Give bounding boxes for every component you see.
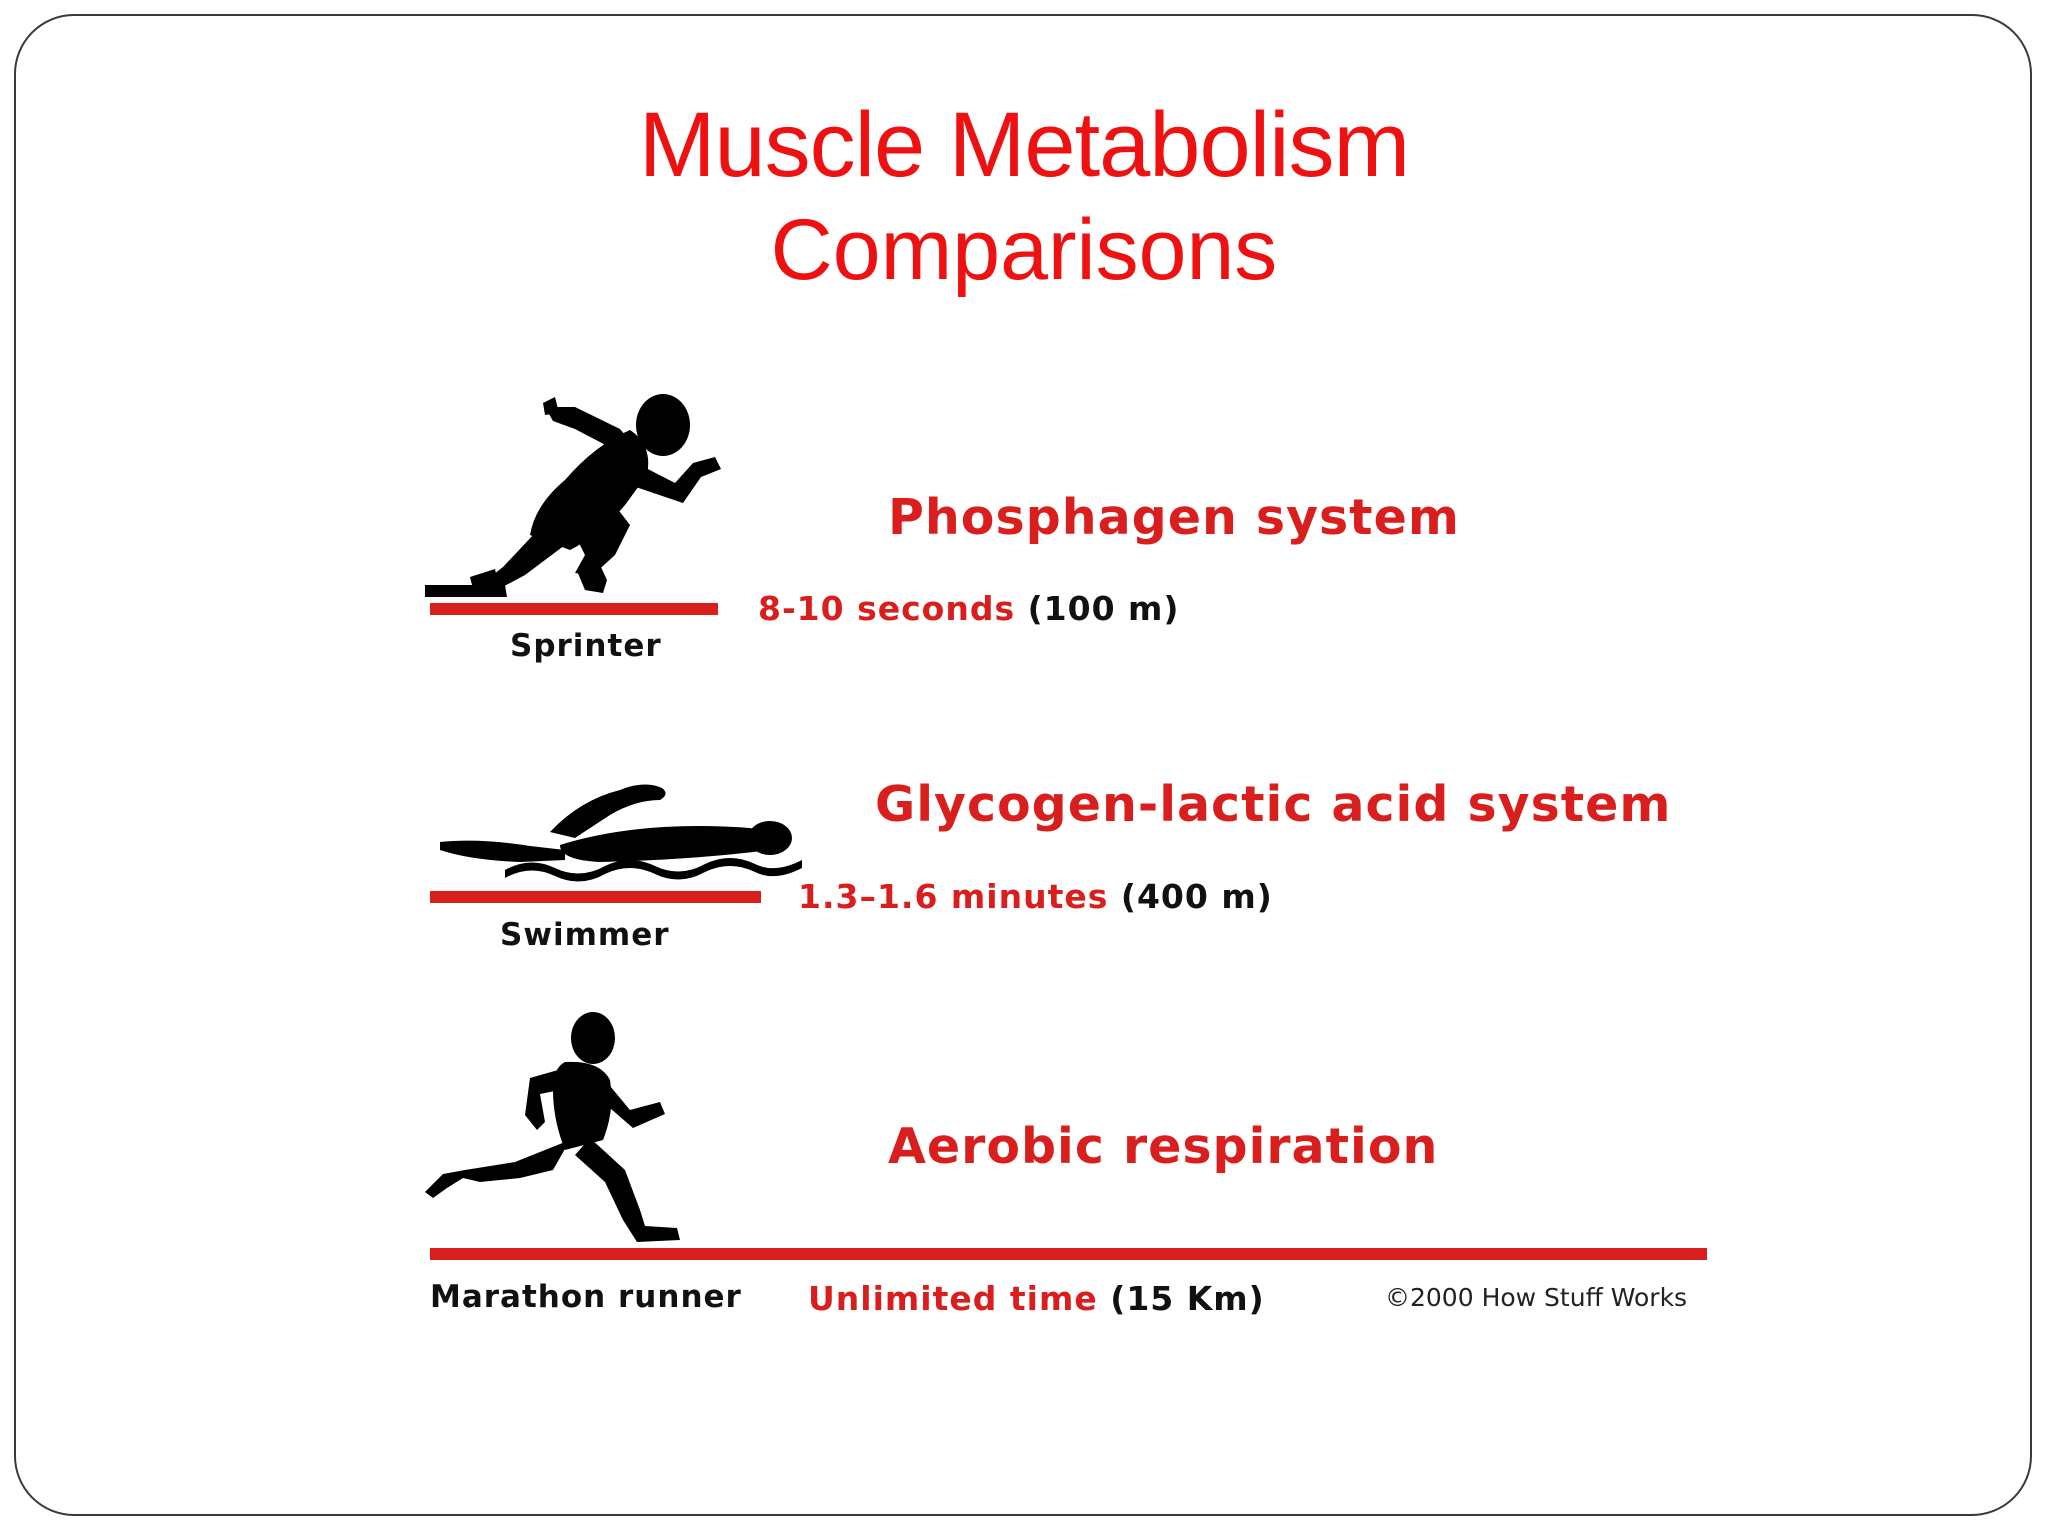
slide-subtitle: Comparisons [770, 202, 1278, 298]
slide-title: Muscle Metabolism [638, 94, 1410, 196]
sprinter-duration-bar [430, 603, 718, 615]
athlete-label-marathon-runner: Marathon runner [430, 1279, 742, 1315]
duration-swimmer: 1.3–1.6 minutes (400 m) [798, 876, 1273, 918]
duration-marathon: Unlimited time (15 Km) [808, 1278, 1265, 1320]
copyright-notice: ©2000 How Stuff Works [1385, 1283, 1688, 1312]
duration-distance: (100 m) [1027, 589, 1180, 628]
system-label-aerobic: Aerobic respiration [888, 1118, 1439, 1175]
swimmer-duration-bar [430, 891, 761, 903]
sprinter-icon [425, 394, 721, 597]
system-label-phosphagen: Phosphagen system [888, 489, 1460, 546]
athlete-label-sprinter: Sprinter [510, 628, 662, 664]
duration-time: 8-10 seconds [758, 589, 1016, 628]
slide-frame [14, 14, 2032, 1516]
duration-sprinter: 8-10 seconds (100 m) [758, 588, 1180, 630]
runner-icon [425, 1012, 680, 1242]
athlete-label-swimmer: Swimmer [500, 917, 670, 953]
duration-time: 1.3–1.6 minutes [798, 877, 1109, 916]
swimmer-icon [440, 784, 802, 882]
runner-duration-bar [430, 1248, 1707, 1260]
duration-distance: (400 m) [1120, 877, 1273, 916]
system-label-glycogen-lactic: Glycogen-lactic acid system [875, 776, 1672, 833]
duration-time: Unlimited time [808, 1279, 1098, 1318]
duration-distance: (15 Km) [1110, 1279, 1265, 1318]
